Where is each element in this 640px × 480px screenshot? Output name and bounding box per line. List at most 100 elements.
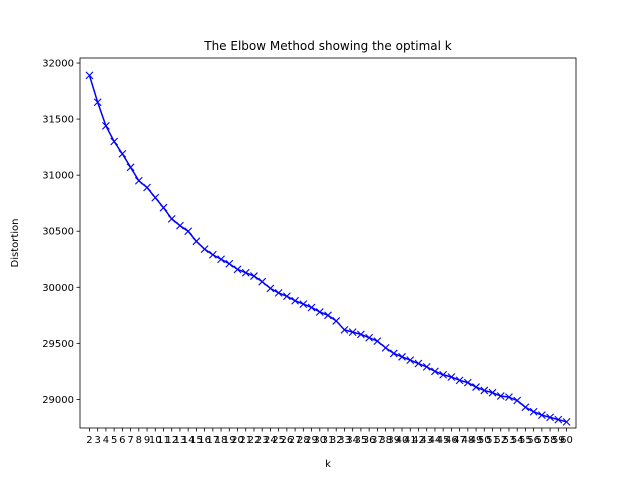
data-point [200, 245, 209, 254]
x-tick-label: 41 [404, 435, 417, 446]
x-tick-label: 9 [144, 435, 150, 446]
x-tick-label: 45 [437, 435, 450, 446]
y-tick-label: 30000 [42, 283, 74, 294]
x-tick-label: 18 [215, 435, 228, 446]
data-point [472, 383, 480, 391]
data-point [562, 417, 571, 426]
data-point [241, 268, 250, 277]
y-axis-title: Distortion [10, 219, 21, 268]
data-point [505, 393, 513, 402]
x-tick-label: 48 [461, 435, 474, 446]
x-tick-label: 44 [429, 435, 442, 446]
data-point [110, 137, 119, 146]
x-tick-label: 50 [478, 435, 491, 446]
x-tick-label: 11 [157, 435, 170, 446]
x-tick-label: 31 [322, 435, 335, 446]
data-point [217, 255, 225, 264]
data-point [208, 250, 217, 259]
x-tick-label: 39 [387, 435, 400, 446]
data-point [143, 183, 151, 192]
data-point [126, 163, 135, 172]
data-point [266, 284, 275, 293]
data-point [167, 215, 176, 223]
x-tick-label: 3 [94, 435, 100, 446]
data-point [365, 333, 374, 342]
data-point [406, 356, 415, 365]
data-point [455, 376, 464, 385]
series-distortion [85, 71, 571, 426]
data-point [373, 337, 382, 345]
y-tick-label: 30500 [42, 227, 74, 238]
data-point [233, 265, 242, 274]
x-tick-label: 30 [313, 435, 326, 446]
x-tick-label: 17 [206, 435, 219, 446]
data-point [93, 98, 102, 107]
data-point [496, 392, 505, 400]
data-point [307, 303, 316, 312]
data-point [102, 121, 110, 130]
data-point [225, 259, 234, 268]
x-tick-label: 55 [519, 435, 532, 446]
data-point [488, 388, 497, 397]
x-tick-label: 42 [412, 435, 425, 446]
data-point [159, 203, 168, 212]
x-tick-label: 37 [371, 435, 384, 446]
x-tick-label: 58 [544, 435, 557, 446]
x-tick-label: 51 [486, 435, 499, 446]
data-point [348, 328, 357, 337]
x-tick-label: 4 [103, 435, 109, 446]
data-point [463, 378, 472, 387]
y-tick-label: 29500 [42, 339, 74, 350]
data-point [134, 176, 143, 185]
x-tick-label: 35 [355, 435, 368, 446]
data-point [398, 352, 406, 361]
x-axis-ticks: 2 3 4 5 6 7 8 910111213141516171819202122232425… [86, 428, 573, 446]
y-tick-label: 31000 [42, 171, 74, 182]
data-point [85, 71, 94, 80]
x-tick-label: 28 [297, 435, 310, 446]
x-tick-label: 16 [198, 435, 211, 446]
data-point [274, 289, 283, 297]
x-tick-label: 34 [346, 435, 359, 446]
data-point [357, 330, 365, 339]
x-tick-label: 43 [420, 435, 433, 446]
x-tick-label: 8 [136, 435, 142, 446]
data-point [192, 237, 201, 246]
chart-title: The Elbow Method showing the optimal k [203, 39, 452, 53]
data-point [529, 407, 538, 416]
data-point [250, 272, 258, 280]
x-tick-label: 19 [223, 435, 236, 446]
x-tick-label: 60 [560, 435, 573, 446]
x-tick-label: 33 [338, 435, 351, 446]
data-point [151, 193, 160, 202]
x-axis-title: k [325, 459, 331, 470]
x-tick-label: 38 [379, 435, 392, 446]
x-tick-label: 56 [527, 435, 540, 446]
data-point [439, 370, 448, 379]
x-tick-label: 15 [190, 435, 203, 446]
data-point [447, 373, 456, 381]
data-point [315, 308, 324, 316]
x-tick-label: 20 [231, 435, 244, 446]
data-point [389, 349, 398, 358]
data-point [414, 359, 423, 368]
x-tick-label: 2 [86, 435, 92, 446]
x-tick-label: 26 [281, 435, 294, 446]
y-tick-label: 29000 [42, 395, 74, 406]
data-point [258, 277, 267, 286]
x-tick-label: 53 [503, 435, 516, 446]
data-point [291, 296, 299, 305]
data-point [332, 317, 341, 325]
data-point [546, 413, 554, 422]
x-tick-label: 54 [511, 435, 524, 446]
x-tick-label: 40 [396, 435, 409, 446]
x-tick-label: 52 [494, 435, 507, 446]
x-tick-label: 36 [363, 435, 376, 446]
data-point [554, 415, 563, 424]
x-tick-label: 23 [256, 435, 269, 446]
x-tick-label: 59 [552, 435, 565, 446]
data-point [381, 343, 390, 352]
x-tick-label: 5 [111, 435, 117, 446]
x-tick-label: 27 [289, 435, 302, 446]
